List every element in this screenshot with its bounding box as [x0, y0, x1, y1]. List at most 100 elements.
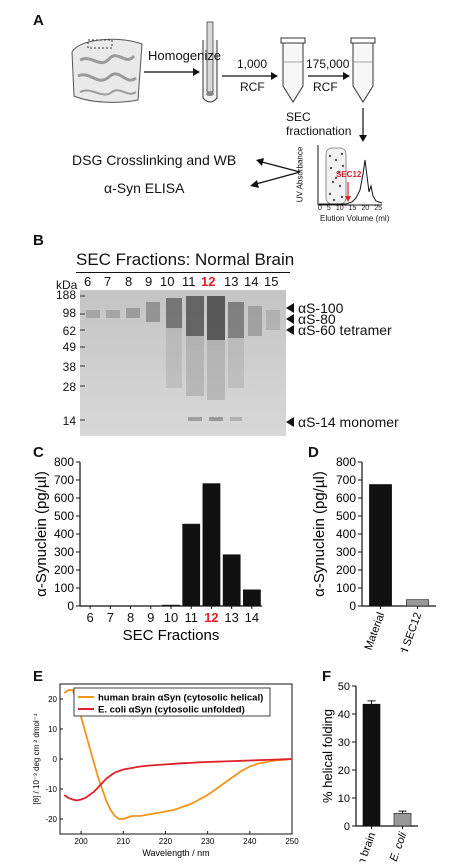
marker-labels: 188 98 62 49 38 28 14: [42, 282, 76, 432]
y-tick-label: 10: [338, 793, 350, 805]
y-tick-label: 600: [336, 491, 356, 505]
lane-number: 10: [160, 274, 175, 289]
bar: [369, 484, 392, 607]
x-category-label: 9: [147, 610, 154, 625]
dsg-crosslinking-label: DSG Crosslinking and WB: [72, 152, 237, 168]
lane-number: 13: [224, 274, 239, 289]
elisa-label: α-Syn ELISA: [104, 180, 185, 196]
bar: [182, 523, 201, 607]
chart-f-helical-folding: 0 10 20 30 40 50 Human brain E. coli % helical f…: [322, 681, 418, 862]
x-category-label-highlight: 12: [204, 610, 218, 625]
y-tick-label: 0: [53, 755, 58, 764]
marker-49: 49: [62, 340, 76, 354]
blot-title-underline: [76, 272, 290, 273]
y-tick-label: 500: [54, 509, 74, 523]
arrow-as14: [286, 417, 294, 427]
y-tick-label: 200: [336, 563, 356, 577]
spin1-unit: RCF: [240, 80, 265, 94]
band-arrows: [286, 303, 294, 427]
x-tick-label: 230: [201, 837, 215, 846]
y-tick-label: 10: [48, 725, 57, 734]
y-tick-label: 800: [54, 455, 74, 469]
x-category-label: 10: [164, 610, 178, 625]
x-tick-label: 220: [159, 837, 173, 846]
marker-28: 28: [62, 380, 76, 394]
x-axis-label: SEC Fractions: [123, 627, 220, 644]
y-tick-label: 0: [67, 599, 74, 613]
western-blot-image: [80, 290, 286, 436]
arrow-as100: [286, 303, 294, 313]
panel-c-label: C: [33, 444, 44, 461]
sec-label-line2: fractionation: [286, 124, 352, 138]
lane-number: 15: [264, 274, 279, 289]
chart-d-immunodepletion: 0 100 200 300 400 500 600 700 800 Starting Materi…: [311, 455, 436, 652]
y-tick-label: 30: [338, 737, 350, 749]
y-tick-label: 400: [336, 527, 356, 541]
elution-volume-label: Elution Volume (ml): [320, 214, 390, 223]
x-axis-label: Wavelength / nm: [142, 848, 209, 858]
marker-ticks: [80, 295, 85, 421]
x-category-label: 6: [86, 610, 93, 625]
band-label-as60: αS-60 tetramer: [298, 322, 392, 338]
x-category-label: 7: [107, 610, 114, 625]
y-tick-label: 100: [336, 581, 356, 595]
panel-a-label: A: [33, 12, 44, 29]
x-tick-label: 250: [285, 837, 299, 846]
lane-number: 6: [84, 274, 92, 289]
band-label-as80: αS-80: [298, 311, 336, 327]
x-tick-label: 200: [74, 837, 88, 846]
x-category-label: Starting Material: [349, 611, 388, 652]
uv-tick: 10: [335, 205, 344, 212]
uv-tick: 25: [374, 205, 382, 212]
bar: [406, 599, 429, 607]
marker-188: 188: [55, 288, 76, 302]
marker-62: 62: [62, 324, 76, 338]
bar: [222, 554, 241, 607]
spin2-unit: RCF: [313, 80, 338, 94]
homogenize-label: Homogenize: [148, 48, 221, 63]
blot-lanes: [86, 296, 280, 421]
arrow-as60: [286, 325, 294, 335]
y-tick-label: 100: [54, 581, 74, 595]
y-tick-label: 40: [338, 709, 350, 721]
centrifuge-tube-1-icon: [280, 37, 306, 103]
legend-label: human brain αSyn (cytosolic helical): [98, 693, 263, 704]
y-tick-label: 0: [349, 599, 356, 613]
uv-absorbance-label: UV Absorbance: [295, 146, 305, 203]
bar: [242, 589, 261, 607]
x-category-label: 11: [184, 610, 198, 625]
panel-d-label: D: [308, 444, 319, 461]
bar: [162, 604, 180, 607]
x-category-label: 14: [245, 610, 259, 625]
x-category-label: E. coli: [388, 830, 410, 862]
bar: [202, 483, 221, 607]
y-tick-label: 200: [54, 563, 74, 577]
uv-tick: 5: [326, 205, 331, 212]
spin1-value: 1,000: [237, 57, 268, 71]
x-tick-label: 210: [117, 837, 131, 846]
y-tick-label: 800: [336, 455, 356, 469]
legend-box: [73, 687, 271, 717]
y-tick-label: -20: [45, 815, 57, 824]
y-tick-label: 300: [336, 545, 356, 559]
sec-chromatogram: [317, 145, 383, 206]
y-tick-label: 400: [54, 527, 74, 541]
panel-a-schematic: [71, 21, 383, 206]
x-tick-label: 240: [243, 837, 257, 846]
y-tick-label: 700: [336, 473, 356, 487]
panel-e-label: E: [33, 668, 44, 685]
chart-e-cd-spectra: 200 210 220 230 240 250 -20 -10 0 10 20 human brain…: [32, 683, 299, 858]
marker-38: 38: [62, 360, 76, 374]
uv-x-ticks: 0 5 10 15 20 25: [318, 205, 382, 212]
series-line: [63, 689, 293, 820]
uv-tick: 0: [318, 205, 322, 212]
y-tick-label: 20: [48, 695, 57, 704]
y-tick-label: 700: [54, 473, 74, 487]
blot-lane-numbers: 6 7 8 9 10 11 12 13 14 15: [84, 274, 284, 292]
marker-98: 98: [62, 306, 76, 320]
chart-c-ethylsyn-sec: 0 100 200 300 400 500 600 700 800 6 7 8 9 10 11 12 13 14 α…: [33, 455, 262, 644]
panel-f-label: F: [322, 668, 332, 685]
y-tick-label: 20: [338, 765, 350, 777]
bar: [362, 703, 381, 827]
series-line: [63, 758, 293, 802]
